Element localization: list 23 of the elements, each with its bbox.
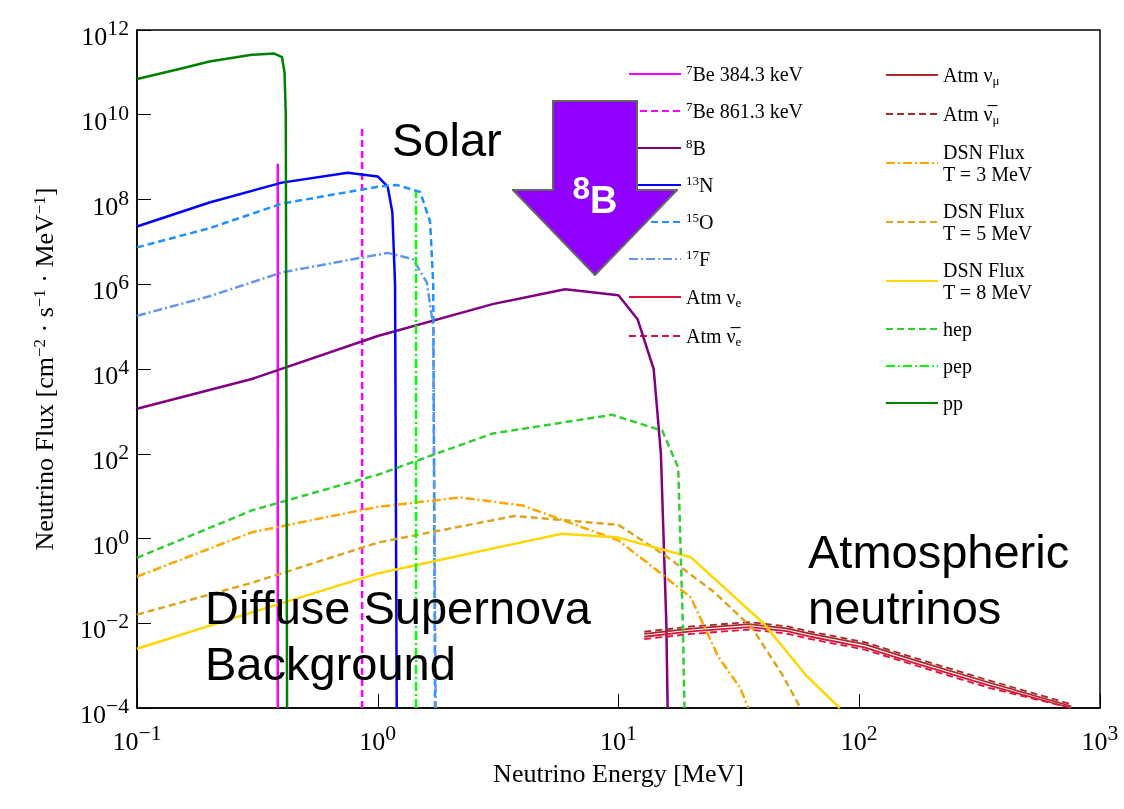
legend-label: DSN Flux T = 8 MeV: [943, 259, 1033, 303]
y-tick-label: 10$^{6}$: [92, 269, 129, 306]
legend-label: DSN Flux T = 5 MeV: [943, 200, 1033, 244]
y-tick-label: 10$^{2}$: [92, 438, 129, 476]
x-axis-title: Neutrino Energy [MeV]: [493, 758, 744, 788]
y-tick-label: 10$^{−2}$: [79, 608, 129, 645]
x-tick-label: 10$^{1}$: [600, 720, 637, 757]
y-tick-label: 10$^{10}$: [81, 99, 129, 137]
y-tick-label: 10$^{0}$: [92, 523, 129, 561]
y-axis-title: Neutrino Flux [cm−2 · s−1 · MeV−1]: [29, 187, 59, 551]
x-tick-label: 10$^{0}$: [359, 720, 397, 757]
legend-label: pp: [943, 392, 963, 415]
annotation: Atmospheric neutrinos: [808, 524, 1070, 636]
y-tick-label: 10$^{8}$: [92, 184, 129, 222]
legend-label: hep: [943, 318, 972, 341]
x-tick-label: 10$^{3}$: [1081, 720, 1119, 757]
y-tick-label: 10$^{12}$: [81, 15, 129, 52]
annotation: Solar: [392, 112, 502, 168]
legend-label: pep: [943, 355, 972, 378]
legend-label: DSN Flux T = 3 MeV: [943, 141, 1033, 185]
x-tick-label: 10$^{2}$: [840, 720, 878, 757]
y-tick-label: 10$^{4}$: [92, 354, 129, 391]
annotation: $^{8}$B: [571, 169, 619, 221]
